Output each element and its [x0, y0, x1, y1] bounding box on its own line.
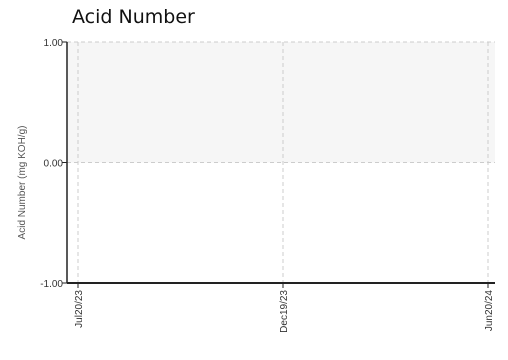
- y-axis-label: Acid Number (mg KOH/g): [17, 126, 28, 240]
- y-tick-label: 0.00: [44, 159, 64, 170]
- grid-lines: [67, 41, 495, 283]
- plot-shaded-band: [68, 42, 495, 163]
- chart-title: Acid Number: [72, 6, 195, 28]
- y-tick-label: -1.00: [40, 279, 63, 290]
- y-tick-label: 1.00: [44, 38, 64, 49]
- x-ticks: Jul20/23 Dec19/23 Jun20/24: [74, 283, 495, 333]
- x-tick-label: Jun20/24: [484, 290, 495, 332]
- y-ticks: 1.00 0.00 -1.00: [40, 38, 67, 290]
- x-tick-label: Jul20/23: [74, 290, 85, 328]
- x-tick-label: Dec19/23: [279, 290, 290, 333]
